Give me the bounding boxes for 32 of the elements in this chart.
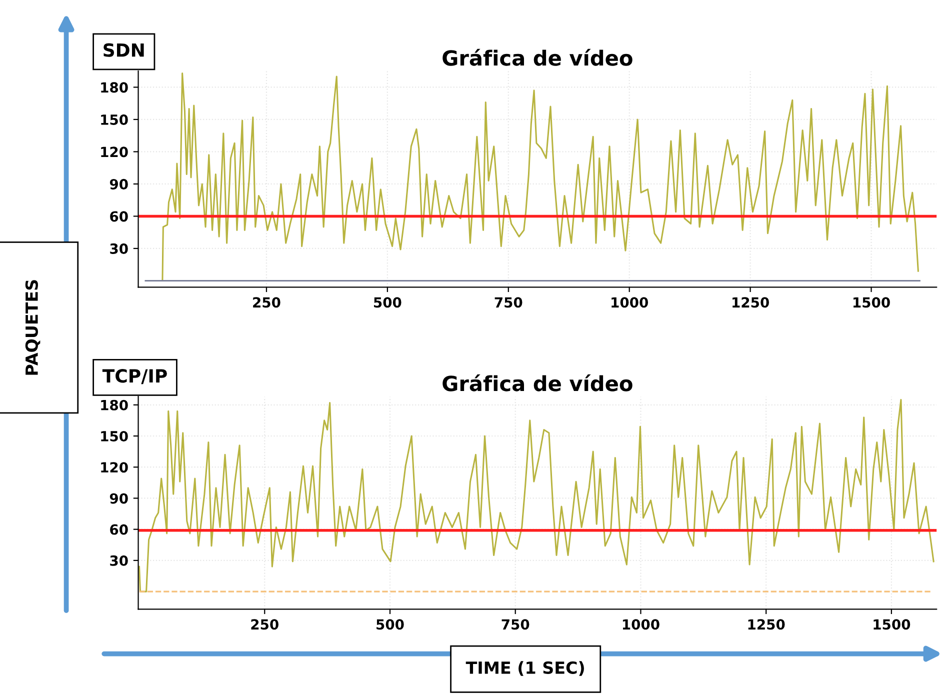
x-tick-label: 1500 xyxy=(854,297,890,308)
y-tick-label: 60 xyxy=(110,524,128,535)
x-tick-label: 1250 xyxy=(732,297,769,308)
x-tick-label: 1250 xyxy=(748,619,785,630)
text: TCP/IP xyxy=(102,369,167,384)
x-tick-label: 1500 xyxy=(874,619,910,630)
y-tick-label: 30 xyxy=(110,243,128,254)
y-tick-label: 180 xyxy=(101,400,128,410)
x-tick-label: 1000 xyxy=(612,297,648,308)
y-tick-label: 90 xyxy=(110,178,128,190)
x-tick-label: 750 xyxy=(502,619,530,630)
x-tick-label: 250 xyxy=(253,297,280,308)
line-series xyxy=(138,398,934,592)
y-axis-title: PAQUETES xyxy=(25,280,40,375)
chart-title: Gráfica de vídeo xyxy=(442,374,632,392)
y-tick-label: 60 xyxy=(110,211,128,222)
x-tick-label: 500 xyxy=(374,297,402,308)
x-axis-title: TIME (1 SEC) xyxy=(466,661,584,676)
y-tick-label: 120 xyxy=(101,146,128,158)
x-tick-label: 500 xyxy=(376,619,404,630)
y-tick-label: 120 xyxy=(101,462,128,473)
y-tick-label: 90 xyxy=(110,493,128,504)
x-tick-label: 250 xyxy=(251,619,278,630)
y-tick-label: 30 xyxy=(110,555,128,566)
y-tick-label: 150 xyxy=(101,114,128,125)
chart-title: Gráfica de vídeo xyxy=(442,48,632,66)
x-tick-label: 750 xyxy=(494,297,522,308)
y-tick-label: 150 xyxy=(101,430,128,442)
line-series xyxy=(162,72,919,282)
x-tick-label: 1000 xyxy=(622,619,660,630)
text: SDN xyxy=(104,43,144,57)
y-tick-label: 180 xyxy=(101,82,128,93)
